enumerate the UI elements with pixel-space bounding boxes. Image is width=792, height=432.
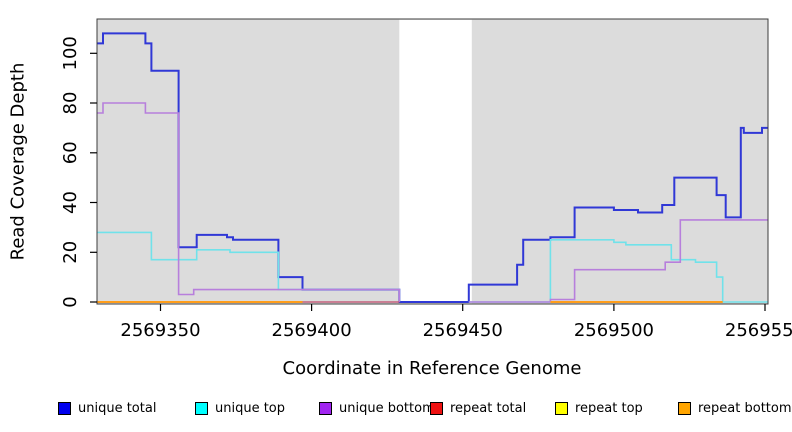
legend-label: unique total xyxy=(78,400,157,416)
legend-label: repeat bottom xyxy=(698,400,792,416)
svg-text:2569450: 2569450 xyxy=(423,320,503,341)
legend-item-repeat-bottom: repeat bottom xyxy=(678,399,792,417)
unique-total-swatch-icon xyxy=(58,401,71,415)
svg-text:60: 60 xyxy=(60,141,81,164)
legend-label: repeat top xyxy=(575,400,643,416)
svg-text:2569350: 2569350 xyxy=(120,320,200,341)
unique-top-swatch-icon xyxy=(195,401,208,415)
legend-item-repeat-top: repeat top xyxy=(555,399,643,417)
svg-text:20: 20 xyxy=(60,241,81,264)
repeat-total-swatch-icon xyxy=(430,401,443,415)
repeat-bottom-swatch-icon xyxy=(678,401,691,415)
legend-label: repeat total xyxy=(450,400,527,416)
repeat-top-swatch-icon xyxy=(555,401,568,415)
svg-text:2569500: 2569500 xyxy=(574,320,654,341)
legend-label: unique bottom xyxy=(339,400,435,416)
chart-legend: unique total unique top unique bottom re… xyxy=(0,399,792,419)
svg-text:40: 40 xyxy=(60,191,81,214)
svg-text:0: 0 xyxy=(60,296,81,307)
x-axis-label: Coordinate in Reference Genome xyxy=(282,358,582,379)
legend-item-unique-total: unique total xyxy=(58,399,156,417)
unique-bottom-swatch-icon xyxy=(319,401,332,415)
svg-text:100: 100 xyxy=(60,36,81,70)
legend-item-unique-bottom: unique bottom xyxy=(319,399,435,417)
legend-item-repeat-total: repeat total xyxy=(430,399,526,417)
y-axis-label: Read Coverage Depth xyxy=(7,62,29,261)
legend-label: unique top xyxy=(215,400,286,416)
legend-item-unique-top: unique top xyxy=(195,399,285,417)
svg-text:80: 80 xyxy=(60,92,81,115)
svg-text:2569400: 2569400 xyxy=(272,320,352,341)
